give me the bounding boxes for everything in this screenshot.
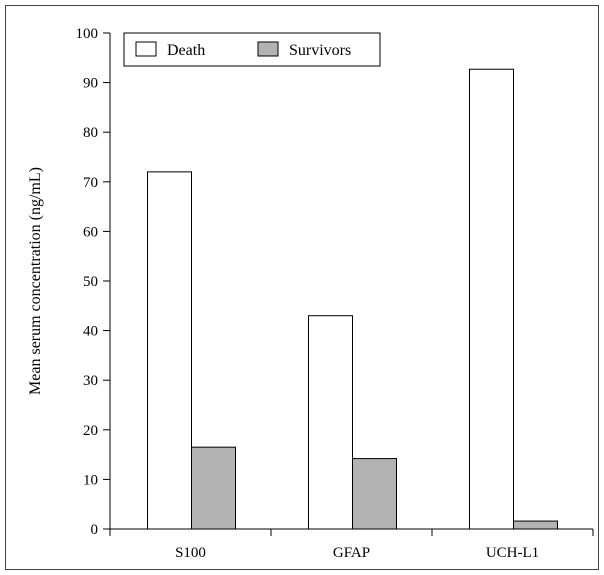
y-ticks: 0 10 20 30 40 50 60 70 80 90 100 [76,26,110,538]
legend: Death Survivors [123,32,381,67]
y-tick-label: 50 [83,274,98,290]
x-category-label: UCH-L1 [486,545,539,561]
y-tick-label: 60 [83,224,98,240]
legend-swatch-survivors [257,41,279,57]
legend-box [123,32,381,67]
y-tick-label: 80 [83,125,98,141]
legend-label-death: Death [167,42,205,59]
y-tick-label: 90 [83,76,98,92]
x-ticks: S100 GFAP UCH-L1 [109,529,594,561]
y-tick-label: 10 [83,472,98,488]
y-tick-label: 30 [83,373,98,389]
x-category-label: GFAP [333,545,370,561]
y-tick-label: 70 [83,175,98,191]
y-tick-label: 40 [83,324,98,340]
y-tick-label: 100 [76,26,99,42]
bar-death-gfap [308,315,353,530]
legend-swatch-death [135,41,157,57]
bars [147,68,558,530]
bar-survivors-uch-l1 [513,520,558,530]
bar-survivors-s100 [191,446,236,530]
y-tick-label: 0 [91,522,99,538]
y-tick-label: 20 [83,423,98,439]
x-category-label: S100 [175,545,206,561]
y-axis-label: Mean serum concentration (ng/mL) [27,167,44,395]
bar-survivors-gfap [352,458,397,530]
legend-label-survivors: Survivors [289,42,351,59]
bar-death-s100 [147,171,192,530]
bar-death-uch-l1 [469,68,514,530]
